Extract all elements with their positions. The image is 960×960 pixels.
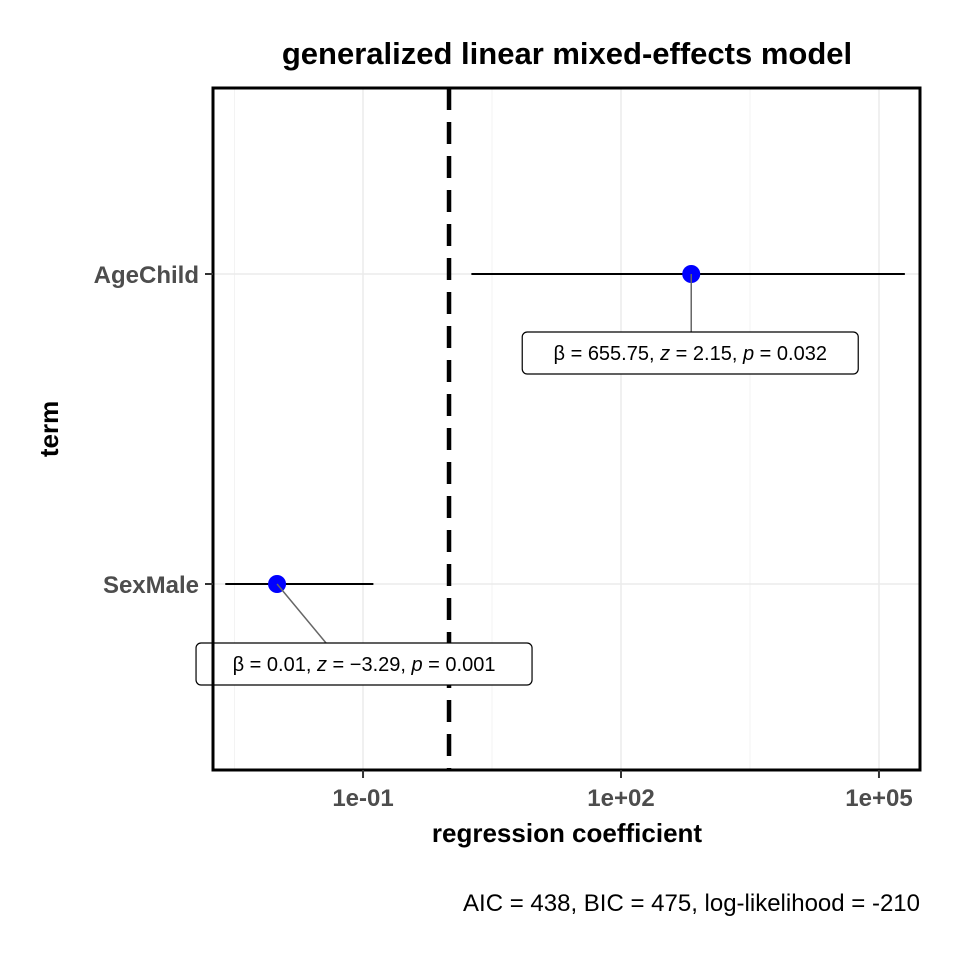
x-tick-label: 1e+05 bbox=[845, 785, 912, 812]
label-layer: β = 655.75, z = 2.15, p = 0.032 β = 0.01,… bbox=[195, 274, 859, 686]
y-tick-layer: AgeChild SexMale bbox=[94, 262, 213, 599]
marks-layer bbox=[225, 265, 905, 593]
x-axis-title: regression coefficient bbox=[432, 818, 703, 848]
y-tick-label: SexMale bbox=[103, 572, 199, 599]
x-tick-layer: 1e-01 1e+02 1e+05 bbox=[332, 770, 913, 812]
chart-title: generalized linear mixed-effects model bbox=[282, 36, 852, 71]
label-box-SexMale bbox=[195, 642, 533, 686]
model-fit-caption: AIC = 438, BIC = 475, log-likelihood = -… bbox=[463, 890, 920, 917]
x-tick-label: 1e-01 bbox=[332, 785, 393, 812]
y-tick-label: AgeChild bbox=[94, 262, 199, 289]
stat-label-AgeChild: β = 655.75, z = 2.15, p = 0.032 bbox=[554, 343, 827, 365]
y-axis-title: term bbox=[34, 401, 64, 457]
label-box-AgeChild bbox=[521, 331, 859, 375]
plot-panel-border bbox=[211, 86, 922, 772]
x-tick-label: 1e+02 bbox=[587, 785, 654, 812]
label-leader-SexMale bbox=[276, 583, 327, 644]
stat-label-SexMale: β = 0.01, z = −3.29, p = 0.001 bbox=[233, 654, 496, 676]
